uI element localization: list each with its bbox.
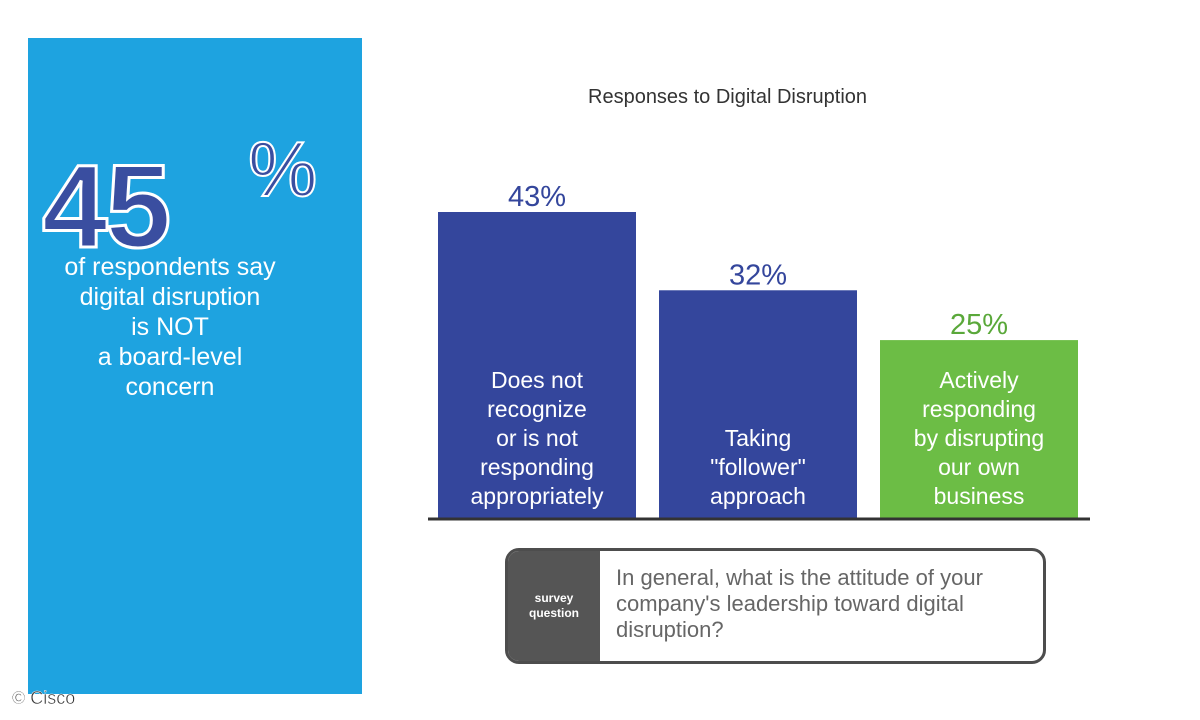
chart-title: Responses to Digital Disruption [588, 86, 868, 108]
bar-value-label-2: 32% [729, 259, 787, 291]
highlight-percent-sign: % [247, 125, 318, 213]
bar-category-label-3: by disrupting [914, 425, 1044, 451]
bar-category-label-1: or is not [496, 425, 578, 451]
bar-category-label-3: responding [922, 396, 1036, 422]
bar-category-label-1: appropriately [471, 483, 604, 509]
bar-category-label-3: business [934, 483, 1025, 509]
highlight-number-value: 45 [40, 141, 172, 273]
bar-category-label-2: approach [710, 483, 806, 509]
bar-2 [659, 290, 857, 518]
bar-3 [880, 340, 1078, 518]
bar-category-label-3: Actively [939, 367, 1019, 393]
bar-category-label-2: Taking [725, 425, 791, 451]
highlight-panel [28, 38, 362, 694]
bar-value-label-3: 25% [950, 309, 1008, 341]
copyright-notice: © Cisco [12, 688, 76, 709]
bar-value-label-1: 43% [508, 181, 566, 213]
bar-category-label-1: responding [480, 454, 594, 480]
bar-category-label-2: "follower" [710, 454, 806, 480]
highlight-text: of respondents say digital disruption is… [64, 253, 276, 401]
bar-category-label-1: Does not [491, 367, 584, 393]
survey-question-box: survey question In general, what is the … [505, 548, 1046, 664]
bar-category-label-1: recognize [487, 396, 587, 422]
bar-category-label-3: our own [938, 454, 1020, 480]
survey-question-label: survey question [508, 551, 600, 661]
highlight-number: 45% [40, 129, 318, 268]
bar-1 [438, 212, 636, 518]
survey-question-text: In general, what is the attitude of your… [616, 565, 983, 642]
